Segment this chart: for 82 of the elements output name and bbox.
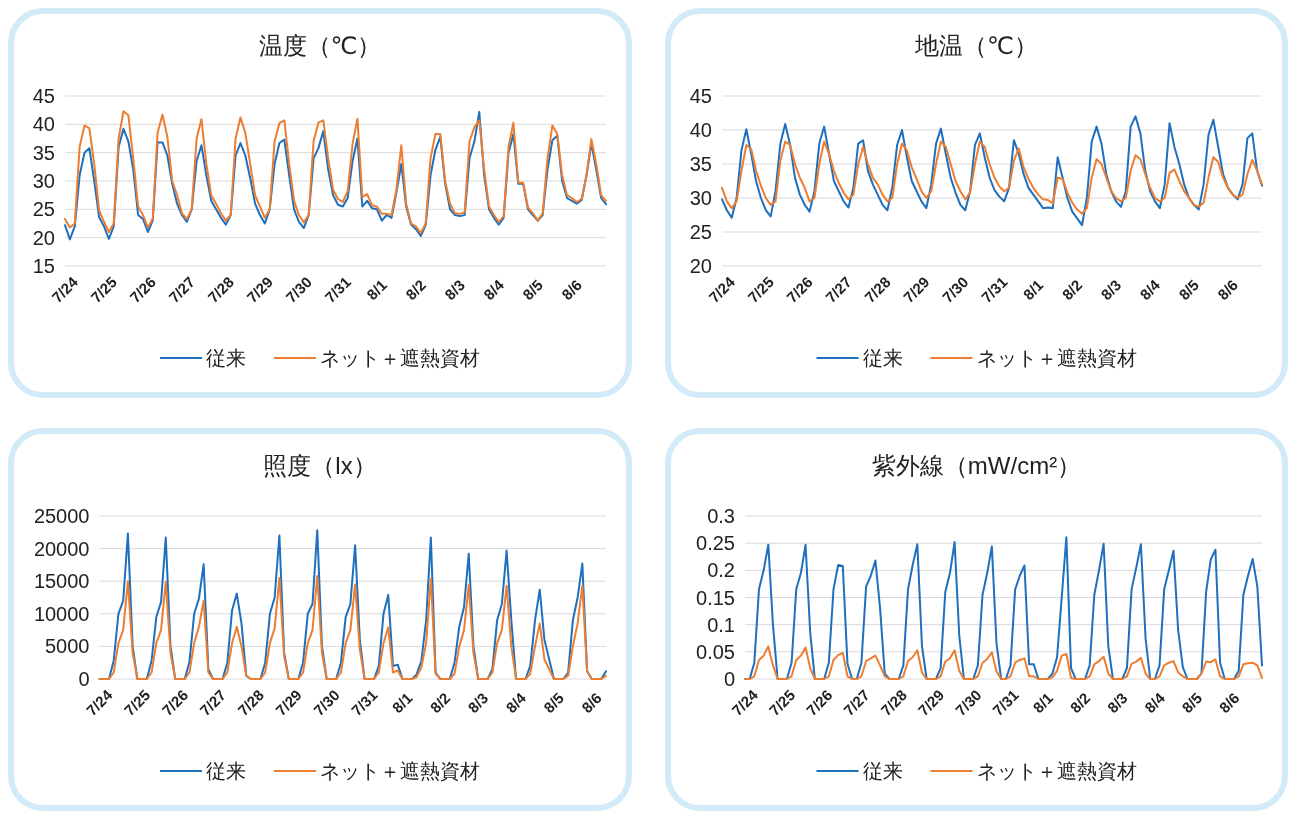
x-tick-label: 8/3 — [441, 276, 468, 304]
legend-label: 従来 — [862, 760, 903, 782]
chart-title: 地温（℃） — [914, 32, 1038, 59]
chart-title: 温度（℃） — [258, 32, 382, 59]
y-tick-label: 40 — [32, 113, 55, 136]
x-tick-label: 8/6 — [1215, 689, 1243, 717]
y-tick-label: 15000 — [33, 570, 90, 593]
y-tick-label: 25000 — [33, 505, 90, 527]
y-tick-label: 35 — [32, 141, 55, 164]
x-tick-label: 7/29 — [243, 273, 276, 306]
x-tick-label: 8/2 — [426, 689, 454, 717]
line-series — [98, 574, 607, 680]
x-tick-label: 8/1 — [1019, 276, 1047, 304]
x-tick-label: 7/26 — [158, 686, 192, 719]
y-tick-label: 35 — [689, 153, 712, 175]
x-tick-label: 8/4 — [1136, 275, 1164, 304]
y-tick-label: 20000 — [33, 537, 90, 560]
chart-title: 紫外線（mW/cm²） — [871, 452, 1082, 479]
x-tick-label: 8/3 — [1103, 689, 1131, 717]
y-tick-label: 0.1 — [707, 613, 735, 636]
legend-label: ネット＋遮熱資材 — [320, 760, 480, 782]
x-tick-label: 7/30 — [951, 686, 985, 719]
legend-label: 従来 — [206, 760, 246, 782]
legend-label: ネット＋遮熱資材 — [976, 760, 1137, 782]
x-tick-label: 8/5 — [1178, 689, 1206, 717]
x-tick-label: 7/26 — [802, 686, 836, 719]
x-tick-label: 7/30 — [310, 686, 343, 719]
x-tick-label: 7/28 — [204, 273, 237, 306]
y-tick-label: 40 — [689, 119, 712, 141]
x-tick-label: 7/31 — [347, 686, 381, 719]
x-tick-label: 8/4 — [502, 688, 530, 717]
x-tick-label: 8/3 — [464, 689, 492, 717]
x-tick-label: 7/28 — [234, 686, 267, 719]
chart-title: 照度（lx） — [263, 452, 377, 479]
legend-label: 従来 — [206, 347, 246, 369]
y-tick-label: 0.15 — [696, 586, 735, 609]
x-tick-label: 7/28 — [860, 273, 894, 306]
x-tick-label: 7/29 — [914, 686, 948, 719]
legend-label: 従来 — [862, 347, 903, 369]
y-tick-label: 45 — [32, 85, 55, 107]
x-tick-label: 8/3 — [1097, 276, 1125, 304]
x-tick-label: 7/31 — [977, 273, 1011, 306]
line-series — [744, 645, 1263, 680]
y-tick-label: 20 — [32, 226, 55, 249]
x-tick-label: 8/1 — [1029, 689, 1057, 717]
legend-label: ネット＋遮熱資材 — [976, 347, 1137, 369]
x-tick-label: 8/2 — [402, 276, 429, 304]
x-tick-label: 8/4 — [1141, 688, 1169, 717]
x-tick-label: 7/29 — [272, 686, 305, 719]
x-tick-label: 8/2 — [1058, 276, 1086, 304]
x-tick-label: 8/5 — [1175, 276, 1203, 304]
x-tick-label: 7/28 — [877, 686, 911, 719]
x-tick-label: 8/6 — [578, 689, 605, 717]
x-tick-label: 8/6 — [1214, 276, 1241, 304]
x-tick-label: 8/2 — [1066, 689, 1094, 717]
y-tick-label: 30 — [689, 187, 712, 209]
y-tick-label: 10000 — [33, 602, 90, 625]
x-tick-label: 7/26 — [126, 273, 159, 306]
x-tick-label: 7/26 — [783, 273, 816, 306]
y-tick-label: 0.2 — [707, 559, 735, 582]
x-tick-label: 7/29 — [899, 273, 933, 306]
y-tick-label: 0.3 — [707, 505, 735, 527]
y-tick-label: 0.25 — [696, 532, 735, 555]
x-tick-label: 7/31 — [989, 686, 1022, 719]
y-tick-label: 5000 — [45, 635, 90, 658]
x-tick-label: 8/6 — [558, 276, 585, 304]
y-tick-label: 0.05 — [696, 640, 735, 663]
x-tick-label: 8/1 — [388, 689, 416, 717]
x-tick-label: 8/4 — [480, 275, 508, 304]
line-series — [721, 140, 1263, 215]
legend-label: ネット＋遮熱資材 — [320, 347, 480, 369]
y-tick-label: 30 — [32, 170, 55, 192]
line-series — [721, 115, 1263, 227]
y-tick-label: 45 — [689, 85, 712, 107]
y-tick-label: 25 — [689, 221, 712, 243]
x-tick-label: 8/1 — [363, 276, 390, 304]
y-tick-label: 25 — [32, 198, 55, 221]
x-tick-label: 7/31 — [321, 273, 354, 306]
x-tick-label: 7/30 — [938, 273, 972, 306]
x-tick-label: 7/30 — [282, 273, 315, 306]
x-tick-label: 8/5 — [540, 689, 567, 717]
x-tick-label: 8/5 — [519, 276, 546, 304]
